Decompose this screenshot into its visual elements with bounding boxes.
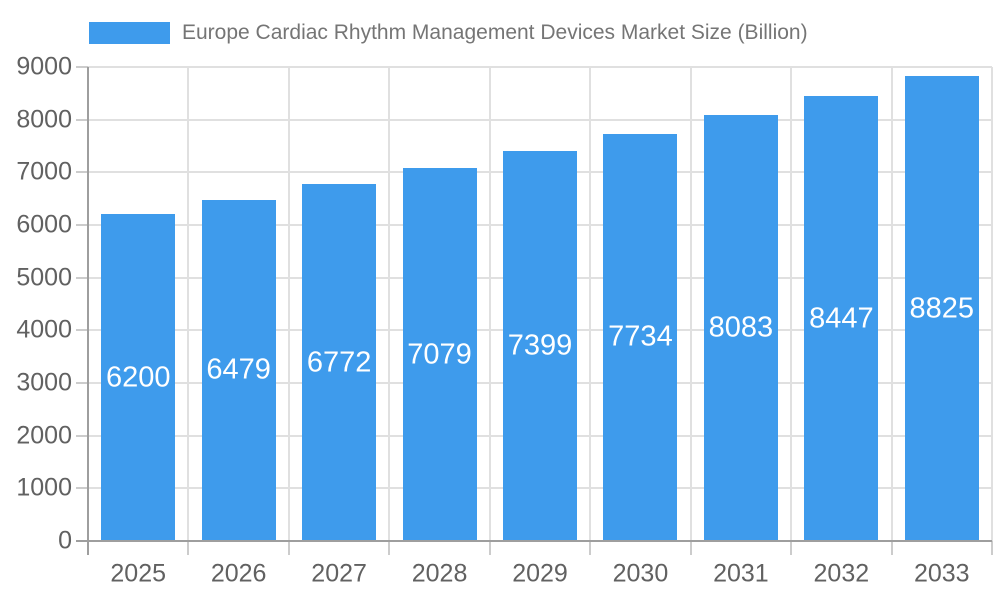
bar[interactable] [603, 133, 678, 541]
y-axis-tick [76, 276, 88, 279]
y-tick-label: 4000 [16, 315, 72, 344]
bar-value-label: 7079 [407, 338, 472, 371]
legend-swatch-icon [89, 22, 170, 44]
gridline-vertical [388, 67, 391, 541]
bar[interactable] [703, 115, 778, 541]
bar-value-label: 8447 [809, 302, 874, 335]
x-tick-label: 2031 [713, 559, 769, 588]
bar-value-label: 6772 [306, 346, 372, 379]
bar[interactable] [302, 184, 377, 541]
y-tick-label: 2000 [16, 421, 72, 450]
y-tick-label: 5000 [16, 263, 72, 292]
bar-value-label: 8825 [909, 292, 975, 325]
x-tick-label: 2030 [612, 559, 669, 588]
y-axis-tick [76, 382, 88, 384]
x-tick-label: 2032 [813, 559, 870, 588]
y-tick-label: 3000 [16, 368, 72, 397]
x-tick-label: 2027 [311, 559, 367, 588]
bar[interactable] [201, 199, 276, 541]
bar-value-label: 7734 [608, 320, 673, 353]
gridline-vertical [790, 67, 793, 541]
bar[interactable] [402, 168, 477, 541]
x-axis-tick [790, 541, 793, 555]
gridline-vertical [287, 67, 290, 541]
bar[interactable] [804, 96, 879, 541]
x-axis-baseline [76, 540, 992, 542]
y-axis-tick [76, 224, 88, 226]
x-tick-label: 2033 [913, 559, 970, 588]
y-axis-line [87, 67, 89, 555]
bar-value-label: 6200 [105, 361, 171, 394]
gridline-horizontal [88, 66, 992, 68]
y-axis-tick [76, 171, 88, 174]
legend-label: Europe Cardiac Rhythm Management Devices… [182, 21, 808, 44]
gridline-vertical [589, 67, 592, 541]
gridline-vertical [991, 67, 993, 541]
gridline-vertical [689, 67, 692, 541]
y-tick-label: 9000 [16, 52, 72, 81]
gridline-vertical [890, 67, 893, 541]
x-axis-tick [388, 541, 391, 555]
gridline-vertical [187, 67, 190, 541]
y-axis-tick [76, 434, 88, 437]
chart-legend[interactable]: Europe Cardiac Rhythm Management Devices… [89, 22, 808, 44]
gridline-vertical [488, 67, 491, 541]
y-axis-tick [76, 66, 88, 68]
x-axis-tick [488, 541, 491, 555]
x-axis-tick [187, 541, 190, 555]
y-tick-label: 8000 [16, 105, 72, 134]
x-tick-label: 2028 [411, 559, 468, 588]
x-axis-tick [991, 541, 993, 555]
y-tick-label: 0 [58, 526, 72, 555]
y-axis-tick [76, 487, 88, 490]
bar[interactable] [904, 76, 979, 541]
x-tick-label: 2025 [110, 559, 167, 588]
gridline-horizontal [88, 118, 992, 121]
y-tick-label: 1000 [16, 473, 72, 502]
x-axis-tick [890, 541, 893, 555]
x-tick-label: 2026 [210, 559, 267, 588]
x-tick-label: 2029 [512, 559, 568, 588]
x-axis-tick [287, 541, 290, 555]
bar-value-label: 6479 [206, 353, 271, 386]
bar[interactable] [101, 214, 176, 541]
y-tick-label: 7000 [16, 157, 72, 186]
y-axis-tick [76, 118, 88, 121]
y-tick-label: 6000 [16, 210, 72, 239]
bar-value-label: 7399 [507, 329, 573, 362]
bar-value-label: 8083 [708, 311, 774, 344]
bar[interactable] [503, 151, 577, 541]
x-axis-tick [689, 541, 692, 555]
y-axis-tick [76, 329, 88, 332]
x-axis-tick [589, 541, 592, 555]
